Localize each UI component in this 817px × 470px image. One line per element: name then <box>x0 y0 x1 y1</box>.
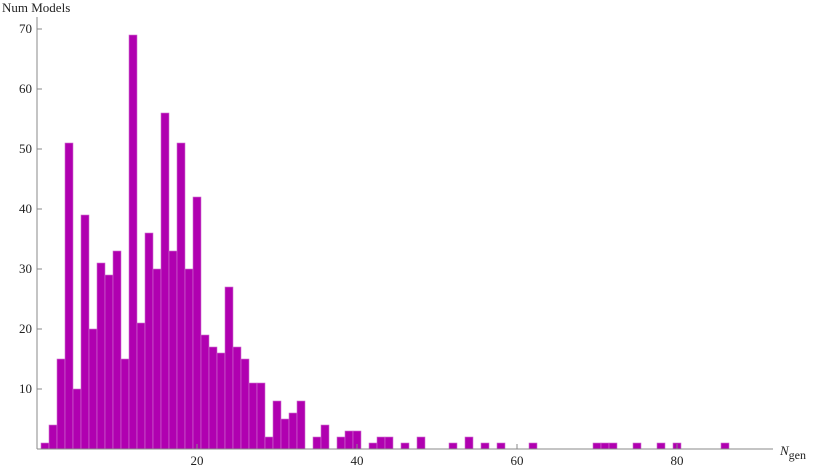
bar <box>80 214 90 450</box>
bar <box>288 412 298 450</box>
y-tick-label: 70 <box>19 21 32 36</box>
y-tick-label: 40 <box>19 201 32 216</box>
bar <box>224 286 234 450</box>
bar <box>632 442 642 450</box>
y-axis-label: Num Models <box>2 0 70 15</box>
y-tick-label: 30 <box>19 261 32 276</box>
bar <box>720 442 730 450</box>
bar <box>152 268 162 450</box>
x-tick-label: 80 <box>671 453 684 468</box>
bar <box>400 442 410 450</box>
bar <box>592 442 602 450</box>
bar <box>96 262 106 450</box>
bar <box>232 346 242 450</box>
bar <box>464 436 474 450</box>
x-tick-label: 20 <box>191 453 204 468</box>
bar <box>120 358 130 450</box>
bar <box>248 382 258 450</box>
bar <box>264 436 274 450</box>
bar <box>176 142 186 450</box>
bar <box>272 400 282 450</box>
bar <box>312 436 322 450</box>
bar <box>160 112 170 450</box>
bar <box>88 328 98 450</box>
bar <box>384 436 394 450</box>
y-tick-label: 10 <box>19 381 32 396</box>
bar <box>496 442 506 450</box>
bar <box>608 442 618 450</box>
bar <box>344 430 354 450</box>
bar <box>144 232 154 450</box>
bar <box>40 442 50 450</box>
bar <box>112 250 122 450</box>
bar <box>72 388 82 450</box>
bar <box>192 196 202 450</box>
bar <box>600 442 610 450</box>
bar <box>56 358 66 450</box>
y-tick-label: 60 <box>19 81 32 96</box>
bar <box>336 436 346 450</box>
bar <box>64 142 74 450</box>
x-tick-label: 60 <box>511 453 524 468</box>
bar <box>136 322 146 450</box>
x-tick-label: 40 <box>351 453 364 468</box>
bar <box>208 346 218 450</box>
y-tick-label: 50 <box>19 141 32 156</box>
x-axis-label-main: N <box>779 443 790 458</box>
bar <box>656 442 666 450</box>
bar <box>200 334 210 450</box>
bar <box>416 436 426 450</box>
bar <box>320 424 330 450</box>
bar <box>216 352 226 450</box>
bar <box>296 400 306 450</box>
x-axis-label: Ngen <box>779 443 806 462</box>
bar <box>48 424 58 450</box>
bar <box>128 34 138 450</box>
bar <box>240 358 250 450</box>
bar <box>480 442 490 450</box>
x-axis-label-sub: gen <box>789 448 806 462</box>
bar <box>104 274 114 450</box>
bar <box>376 436 386 450</box>
bar <box>184 268 194 450</box>
bar <box>368 442 378 450</box>
bar <box>280 418 290 450</box>
bar <box>168 250 178 450</box>
y-tick-label: 20 <box>19 321 32 336</box>
bar <box>256 382 266 450</box>
bar <box>448 442 458 450</box>
bar <box>528 442 538 450</box>
